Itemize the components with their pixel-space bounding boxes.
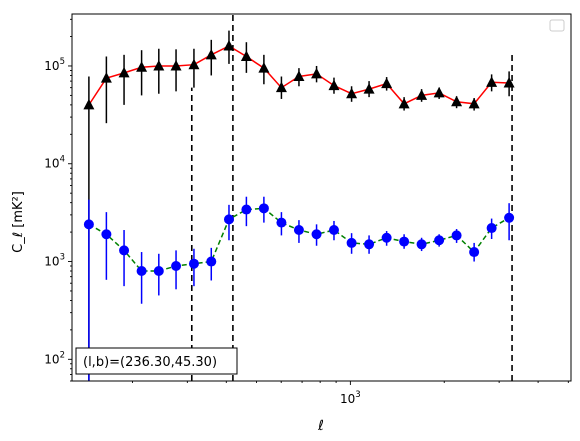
series-2-point-24 (486, 223, 497, 234)
series-2-point-14 (311, 229, 322, 240)
series-1-point-2 (100, 72, 112, 83)
series-2-point-12 (276, 217, 287, 228)
annotation-box: (l,b)=(236.30,45.30) (75, 347, 238, 375)
series-2-point-20 (416, 239, 427, 250)
series-1-point-17 (363, 83, 375, 94)
annotation-text: (l,b)=(236.30,45.30) (83, 355, 217, 370)
x-axis-label: ℓ (317, 418, 324, 434)
series-1-point-11 (258, 62, 270, 73)
series-2-point-16 (346, 237, 357, 248)
series-2-point-13 (293, 225, 304, 236)
series-2-point-4 (136, 266, 147, 277)
series-2-point-23 (469, 247, 480, 258)
series-1-point-4 (136, 61, 148, 72)
series-2-point-18 (381, 232, 392, 243)
data-markers (83, 40, 515, 277)
series-1-point-24 (486, 76, 498, 87)
series-2-point-15 (328, 225, 339, 236)
series-2-point-3 (119, 245, 130, 256)
series-1-point-19 (398, 97, 410, 109)
series-1-point-23 (468, 97, 480, 109)
y-tick-label-5: 105 (44, 57, 65, 73)
x-tick-label-3: 103 (340, 390, 361, 406)
series-2-point-22 (451, 230, 462, 241)
series-2-point-10 (241, 204, 252, 215)
series-1-point-3 (118, 66, 130, 78)
series-1-point-7 (188, 58, 200, 70)
series-1-point-18 (381, 77, 393, 89)
series-1-point-21 (433, 86, 445, 98)
series-1-point-25 (503, 76, 515, 88)
series-2-point-11 (258, 203, 269, 214)
series-2-point-1 (83, 219, 94, 230)
annotation-frame (75, 347, 238, 375)
y-axis-label: C_ℓ [mK²] (11, 191, 26, 253)
series-1-point-20 (416, 89, 428, 100)
series-1-point-9 (223, 40, 235, 51)
axis-tick-labels: 102 103 104 105 103 (44, 57, 360, 406)
series-2-point-9 (223, 214, 234, 225)
plot-frame (71, 13, 572, 382)
series-2-point-21 (434, 235, 445, 246)
series-2-point-17 (364, 239, 375, 250)
series-2-point-8 (206, 256, 217, 267)
series-2-point-6 (171, 261, 182, 272)
series-1-point-12 (275, 81, 287, 93)
series-2-point-5 (153, 266, 164, 277)
y-tick-label-3: 103 (44, 253, 65, 269)
legend-box (549, 19, 565, 32)
series-1-point-8 (205, 48, 217, 60)
series-1-point-13 (293, 70, 305, 82)
series-2-point-19 (399, 236, 410, 247)
series-1-point-1 (83, 98, 95, 110)
series-2-point-2 (101, 229, 112, 240)
series-1-point-15 (328, 79, 340, 91)
series-1-point-5 (153, 59, 165, 71)
series-2-point-25 (504, 212, 515, 223)
series-1-point-10 (240, 50, 252, 61)
series-1-point-16 (346, 87, 358, 99)
series-2-point-7 (188, 258, 199, 269)
series-1-point-6 (170, 59, 182, 71)
y-tick-label-2: 102 (44, 350, 65, 366)
y-tick-label-4: 104 (44, 155, 65, 171)
series-1-point-14 (311, 67, 323, 79)
axis-ticks (68, 18, 569, 385)
series-1-point-22 (451, 95, 463, 107)
